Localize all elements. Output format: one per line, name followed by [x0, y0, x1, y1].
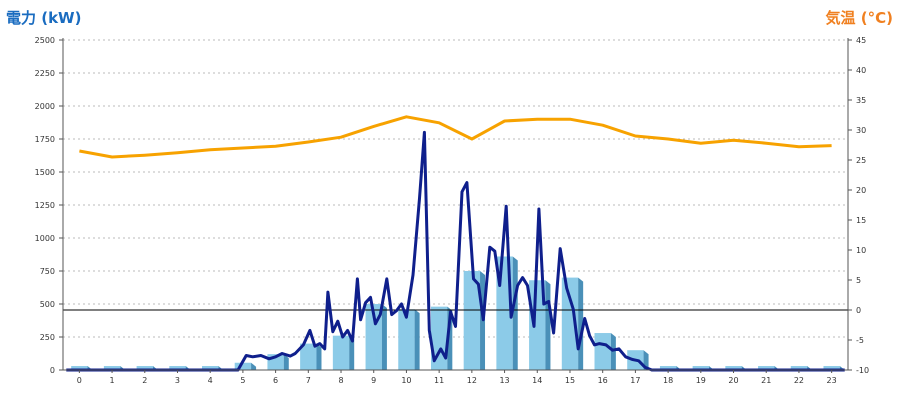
- x-tick-label: 17: [630, 376, 640, 385]
- bar: [529, 280, 546, 370]
- bar: [71, 366, 88, 370]
- left-tick-label: 250: [40, 333, 55, 342]
- x-tick-labels: 0 1 2 3 4 5 6 7 8 9 10 11 12 13 14 15 16 17 18 19 20 21 22 23: [77, 376, 837, 385]
- x-tick-label: 21: [761, 376, 771, 385]
- left-axis-title: 電力 (kW): [6, 9, 81, 27]
- x-tick-label: 16: [598, 376, 608, 385]
- x-tick-label: 14: [532, 376, 542, 385]
- x-tick-label: 2: [142, 376, 147, 385]
- left-tick-label: 2250: [35, 69, 55, 78]
- x-tick-label: 1: [110, 376, 115, 385]
- bar-side: [512, 256, 518, 370]
- x-tick-label: 11: [434, 376, 444, 385]
- axes: [59, 38, 852, 373]
- bar: [398, 309, 415, 370]
- bar: [463, 271, 481, 370]
- x-tick-label: 6: [273, 376, 278, 385]
- x-tick-label: 12: [467, 376, 477, 385]
- grid-lines: [63, 39, 848, 338]
- left-tick-label: 2000: [35, 102, 55, 111]
- bar: [594, 333, 611, 370]
- right-tick-label: 30: [856, 126, 866, 135]
- right-tick-label: 0: [856, 306, 861, 315]
- x-tick-label: 5: [240, 376, 245, 385]
- bar: [136, 366, 153, 370]
- bar: [659, 366, 677, 370]
- bar: [561, 277, 579, 370]
- x-tick-label: 18: [663, 376, 673, 385]
- x-tick-label: 0: [77, 376, 82, 385]
- bar: [823, 366, 840, 370]
- right-tick-label: -5: [856, 336, 864, 345]
- bar-side: [414, 309, 420, 370]
- x-tick-label: 7: [306, 376, 311, 385]
- temperature-line: [79, 115, 832, 159]
- x-tick-label: 9: [371, 376, 376, 385]
- left-tick-label: 750: [40, 267, 55, 276]
- x-tick-label: 4: [208, 376, 213, 385]
- right-tick-label: 20: [856, 186, 866, 195]
- x-tick-label: 15: [565, 376, 575, 385]
- line-series: [66, 115, 845, 372]
- left-tick-label: 1000: [35, 234, 55, 243]
- left-tick-label: 2500: [35, 36, 55, 45]
- x-tick-label: 10: [401, 376, 411, 385]
- x-tick-label: 8: [338, 376, 343, 385]
- bar-side: [251, 362, 257, 370]
- bar-series: [71, 256, 845, 371]
- bar: [758, 366, 775, 370]
- right-tick-label: 15: [856, 216, 866, 225]
- right-tick-label: -10: [856, 366, 869, 375]
- bar: [202, 366, 219, 370]
- bar: [692, 366, 709, 370]
- bar: [300, 343, 317, 370]
- bar: [103, 366, 121, 370]
- power-line: [66, 130, 845, 372]
- right-tick-label: 45: [856, 36, 866, 45]
- right-tick-label: 35: [856, 96, 866, 105]
- bar: [790, 366, 808, 370]
- x-tick-label: 19: [696, 376, 706, 385]
- x-tick-label: 23: [827, 376, 837, 385]
- x-tick-label: 13: [499, 376, 509, 385]
- right-tick-label: 10: [856, 246, 866, 255]
- bar-side: [283, 354, 289, 370]
- bar: [332, 335, 350, 370]
- bar-side: [349, 335, 355, 370]
- x-tick-label: 20: [728, 376, 738, 385]
- right-axis-title: 気温 (°C): [826, 9, 893, 27]
- left-tick-label: 1250: [35, 201, 55, 210]
- right-tick-label: 5: [856, 276, 861, 285]
- bar: [234, 362, 252, 370]
- left-tick-label: 0: [50, 366, 55, 375]
- x-tick-label: 22: [794, 376, 804, 385]
- x-tick-label: 3: [175, 376, 180, 385]
- right-tick-label: 25: [856, 156, 866, 165]
- bar-side: [545, 280, 551, 370]
- bar-side: [381, 304, 387, 370]
- left-tick-label: 1750: [35, 135, 55, 144]
- left-tick-labels: 0 250 500 750 1000 1250 1500 1750 2000 2250 2500: [35, 36, 55, 375]
- bar-side: [316, 343, 322, 370]
- bar: [169, 366, 186, 370]
- left-tick-label: 500: [40, 300, 55, 309]
- right-tick-label: 40: [856, 66, 866, 75]
- bar: [725, 366, 742, 370]
- right-tick-labels: -10 -5 0 5 10 15 20 25 30 35 40 45: [856, 36, 869, 375]
- left-tick-label: 1500: [35, 168, 55, 177]
